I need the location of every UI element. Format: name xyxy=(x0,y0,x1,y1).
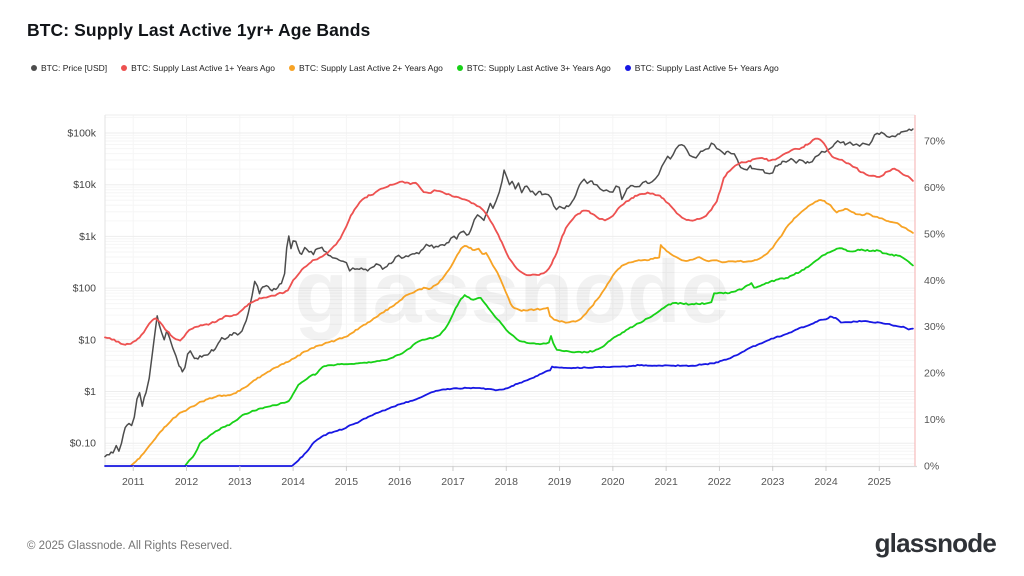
x-tick-label: 2021 xyxy=(654,476,678,488)
series-line-4 xyxy=(104,315,914,467)
y-left-tick-label: $1k xyxy=(79,231,97,243)
legend-dot-icon xyxy=(624,65,631,71)
legend-dot-icon xyxy=(456,65,463,71)
glassnode-watermark: glassnode xyxy=(294,242,729,341)
chart-canvas[interactable]: glassnode $100k $10k $1k $100 $10 $1 $0.10 0% 10%… xyxy=(0,0,1024,500)
legend-dot-icon xyxy=(121,65,128,71)
legend-item-3[interactable]: BTC: Supply Last Active 3+ Years Ago xyxy=(456,63,611,73)
y-left-tick-label: $1 xyxy=(84,386,96,398)
series-line-3 xyxy=(183,247,914,467)
x-tick-label: 2023 xyxy=(761,476,785,488)
y-right-tick-label: 0% xyxy=(924,461,939,473)
x-tick-label: 2024 xyxy=(814,476,838,488)
x-tick-label: 2020 xyxy=(601,476,625,488)
legend-item-label: BTC: Supply Last Active 2+ Years Ago xyxy=(299,63,443,73)
series-line-2 xyxy=(129,199,914,467)
legend-item-label: BTC: Supply Last Active 3+ Years Ago xyxy=(466,63,611,73)
series-line-1 xyxy=(104,137,914,346)
y-left-tick-label: $10 xyxy=(78,334,96,346)
y-right-tick-label: 60% xyxy=(924,182,945,194)
x-tick-label: 2018 xyxy=(495,476,519,488)
chart-legend: BTC: Price [USD] BTC: Supply Last Active … xyxy=(31,63,779,73)
legend-item-1[interactable]: BTC: Supply Last Active 1+ Years Ago xyxy=(121,63,275,73)
y-right-tick-label: 70% xyxy=(924,136,945,148)
legend-item-0[interactable]: BTC: Price [USD] xyxy=(31,63,107,73)
copyright-text: © 2025 Glassnode. All Rights Reserved. xyxy=(27,540,233,552)
legend-item-label: BTC: Price [USD] xyxy=(41,63,108,73)
legend-item-2[interactable]: BTC: Supply Last Active 2+ Years Ago xyxy=(289,63,443,73)
legend-item-label: BTC: Supply Last Active 5+ Years Ago xyxy=(634,63,779,73)
x-tick-label: 2017 xyxy=(441,476,465,488)
x-tick-label: 2025 xyxy=(868,476,892,488)
y-left-tick-label: $0.10 xyxy=(70,438,96,450)
series-line-0 xyxy=(104,128,914,458)
y-right-tick-label: 40% xyxy=(924,275,945,287)
x-tick-label: 2016 xyxy=(388,476,412,488)
x-tick-label: 2013 xyxy=(228,476,252,488)
y-right-tick-label: 50% xyxy=(924,228,945,240)
y-right-tick-label: 20% xyxy=(924,368,945,380)
x-tick-label: 2012 xyxy=(175,476,199,488)
y-right-tick-label: 30% xyxy=(924,321,945,333)
page-title: BTC: Supply Last Active 1yr+ Age Bands xyxy=(27,20,371,40)
legend-dot-icon xyxy=(289,65,296,71)
legend-item-4[interactable]: BTC: Supply Last Active 5+ Years Ago xyxy=(624,63,779,73)
y-right-tick-label: 10% xyxy=(924,414,945,426)
y-left-tick-label: $100 xyxy=(73,283,97,295)
x-tick-label: 2015 xyxy=(335,476,359,488)
x-tick-label: 2011 xyxy=(122,476,145,488)
x-tick-label: 2019 xyxy=(548,476,572,488)
legend-item-label: BTC: Supply Last Active 1+ Years Ago xyxy=(131,63,276,73)
y-left-tick-label: $100k xyxy=(67,128,96,140)
y-left-tick-label: $10k xyxy=(73,179,97,191)
x-tick-label: 2014 xyxy=(281,476,305,488)
legend-dot-icon xyxy=(31,65,37,71)
x-tick-label: 2022 xyxy=(708,476,732,488)
glassnode-logo: glassnode xyxy=(874,528,997,558)
